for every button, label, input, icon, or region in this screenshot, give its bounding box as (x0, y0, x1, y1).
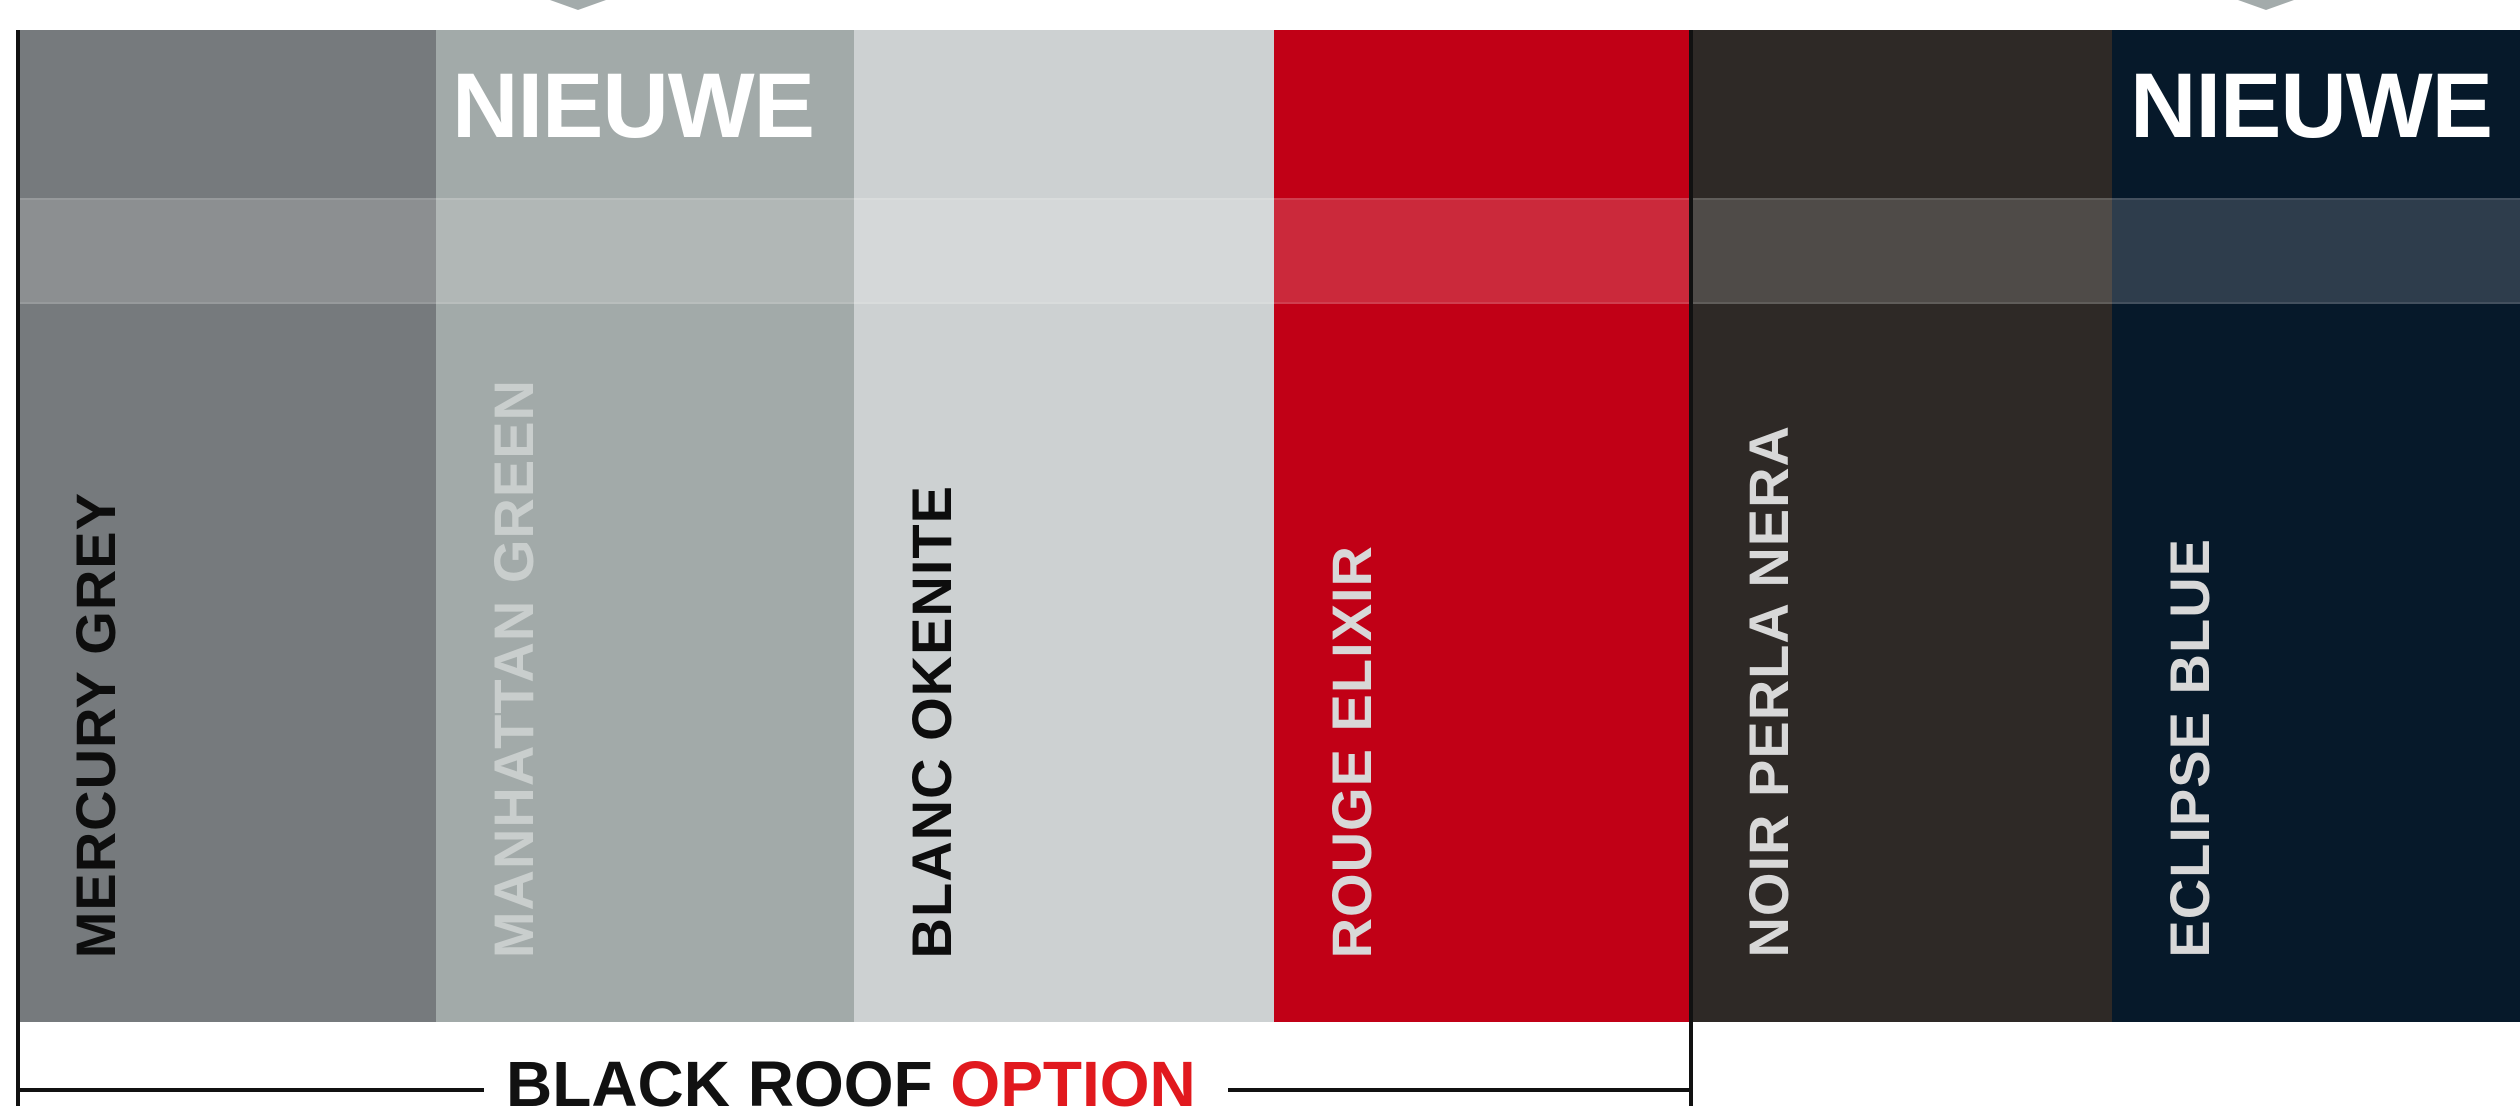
swatch-manhattan-green: NIEUWE MANHATTAN GREEN (436, 30, 854, 1022)
highlight-band (854, 198, 1274, 304)
highlight-band (1274, 198, 1691, 304)
swatch-label: ROUGE ELIXIR (1320, 544, 1383, 958)
swatch-label: MERCURY GREY (64, 491, 127, 958)
swatch-noir-perla-nera: NOIR PERLA NERA (1691, 30, 2112, 1022)
top-peak-left (550, 0, 606, 10)
black-roof-option: BLACK ROOF OPTION (18, 1030, 1691, 1116)
option-title-accent: OPTION (950, 1048, 1196, 1120)
option-title: BLACK ROOF OPTION (506, 1052, 1196, 1116)
highlight-band (18, 198, 436, 304)
swatch-label: NOIR PERLA NERA (1737, 425, 1800, 958)
swatch-label: MANHATTAN GREEN (482, 378, 545, 958)
swatch-mercury-grey: MERCURY GREY (18, 30, 436, 1022)
new-badge: NIEUWE (452, 55, 815, 157)
swatch-blanc-okenite: BLANC OKENITE (854, 30, 1274, 1022)
group-border-left (16, 30, 20, 1106)
option-title-prefix: BLACK ROOF (506, 1048, 933, 1120)
new-badge: NIEUWE (2130, 55, 2493, 157)
option-line-right (1228, 1088, 1691, 1092)
group-divider (1689, 30, 1693, 1106)
highlight-band (436, 198, 854, 304)
swatch-eclipse-blue: NIEUWE ECLIPSE BLUE (2112, 30, 2520, 1022)
swatch-strip: MERCURY GREY NIEUWE MANHATTAN GREEN BLAN… (18, 30, 2520, 1022)
option-line-left (18, 1088, 484, 1092)
highlight-band (2112, 198, 2520, 304)
highlight-band (1691, 198, 2112, 304)
swatch-label: BLANC OKENITE (900, 484, 963, 958)
swatch-label: ECLIPSE BLUE (2158, 538, 2221, 958)
swatch-rouge-elixir: ROUGE ELIXIR (1274, 30, 1691, 1022)
top-peak-right (2238, 0, 2294, 10)
